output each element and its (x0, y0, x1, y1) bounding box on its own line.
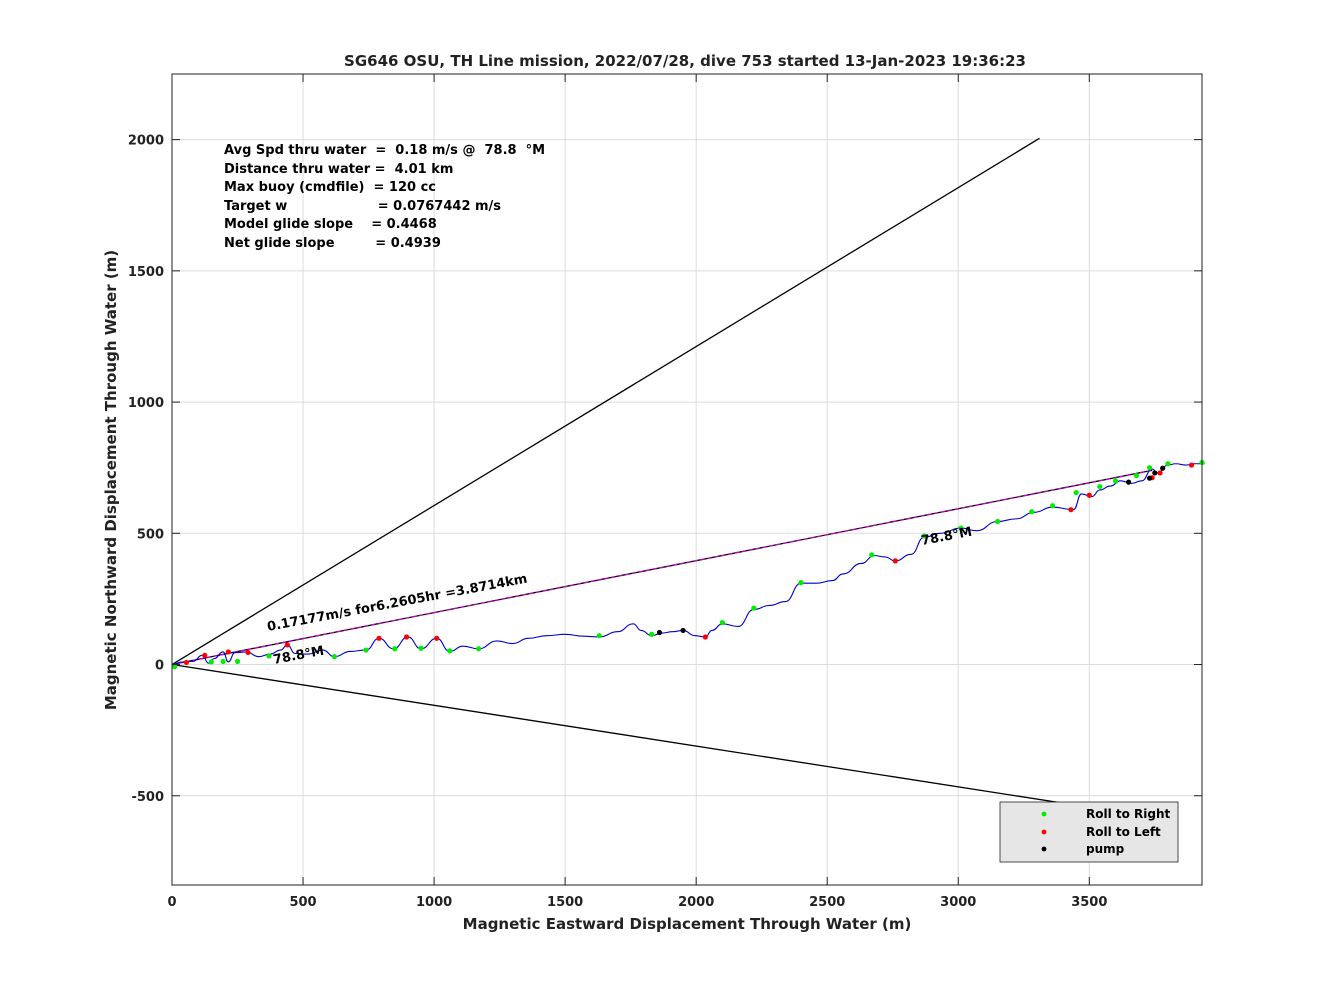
legend-label-pump: pump (1086, 842, 1125, 856)
trajectory-series (171, 463, 1205, 666)
y-tick-label: -500 (131, 790, 164, 805)
y-tick-label: 2000 (128, 134, 164, 149)
stat-target-w: Target w = 0.0767442 m/s (224, 199, 501, 214)
roll-to-right-marker (1073, 490, 1079, 496)
roll-to-right-marker (719, 619, 725, 626)
roll-to-left-marker (245, 649, 251, 656)
roll-to-right-marker (447, 648, 453, 654)
pump-marker (1126, 479, 1132, 485)
roll-to-right-marker (234, 658, 241, 664)
legend-label-roll-right: Roll to Right (1086, 807, 1171, 821)
pump-marker (1146, 475, 1153, 481)
roll-to-left-marker (1068, 507, 1074, 513)
glider-track-line (171, 463, 1205, 666)
roll-to-left-marker (892, 558, 898, 564)
lower-bound-line (171, 663, 1176, 822)
roll-to-right-marker (958, 525, 964, 531)
roll-to-right-marker (363, 647, 369, 653)
stat-net-glide: Net glide slope = 0.4939 (224, 236, 441, 251)
x-tick-label: 1000 (416, 895, 452, 910)
x-tick-label: 1500 (547, 895, 583, 910)
roll-to-right-marker (994, 518, 1001, 525)
x-tick-label: 2500 (809, 895, 845, 910)
roll-to-right-marker (1050, 503, 1056, 509)
roll-to-left-marker (403, 634, 410, 640)
roll-to-right-marker (418, 645, 424, 651)
stat-model-glide: Model glide slope = 0.4468 (224, 217, 437, 232)
reference-lines (171, 137, 1176, 822)
chart-title: SG646 OSU, TH Line mission, 2022/07/28, … (344, 52, 1026, 70)
roll-to-right-marker (921, 533, 927, 539)
legend-marker-roll-left (1041, 829, 1047, 835)
y-tick-label: 1000 (128, 396, 164, 411)
roll-to-left-marker (702, 634, 708, 640)
pump-marker (1152, 470, 1158, 476)
x-tick-label: 3000 (940, 895, 976, 910)
legend: Roll to Right Roll to Left pump (999, 801, 1179, 863)
legend-label-roll-left: Roll to Left (1086, 825, 1161, 839)
roll-to-right-marker (1097, 483, 1103, 490)
roll-to-left-marker (284, 642, 290, 648)
event-markers (172, 459, 1205, 670)
stat-avg-speed: Avg Spd thru water = 0.18 m/s @ 78.8 °M (224, 143, 545, 158)
roll-to-right-marker (596, 633, 602, 639)
roll-to-right-marker (1165, 461, 1171, 467)
roll-to-left-marker (376, 635, 382, 641)
roll-to-right-marker (476, 646, 482, 652)
roll-to-left-marker (202, 652, 208, 658)
plot-frame (171, 73, 1203, 886)
stats-block: Avg Spd thru water = 0.18 m/s @ 78.8 °M … (224, 143, 545, 251)
stat-max-buoy: Max buoy (cmdfile) = 120 cc (224, 180, 436, 195)
roll-to-right-marker (208, 659, 214, 665)
y-tick-label: 1500 (128, 265, 164, 280)
roll-to-right-marker (331, 654, 338, 660)
roll-to-right-marker (798, 580, 804, 586)
roll-to-right-marker (869, 552, 875, 558)
roll-to-left-marker (225, 649, 231, 655)
axis-ticks: 0 500 1000 1500 2000 2500 3000 3500 -500 0 500 1000… (128, 74, 1202, 910)
pump-marker (680, 627, 686, 634)
legend-box (999, 801, 1179, 863)
roll-to-right-marker (649, 631, 655, 637)
heading-label-mid: 78.8°M (920, 525, 973, 549)
roll-to-right-marker (1133, 472, 1140, 479)
upper-bound-line (171, 137, 1040, 666)
roll-to-left-marker (1157, 470, 1163, 476)
roll-to-right-marker (1112, 478, 1119, 484)
roll-to-right-marker (172, 664, 178, 670)
net-displacement-label: 0.17177m/s for6.2605hr =3.8714km (266, 572, 529, 635)
roll-to-left-marker (1188, 462, 1195, 468)
stat-distance: Distance thru water = 4.01 km (224, 162, 453, 177)
x-axis-label: Magnetic Eastward Displacement Through W… (463, 915, 912, 933)
roll-to-right-marker (751, 605, 757, 611)
legend-marker-roll-right (1041, 811, 1047, 817)
net-displacement-line (171, 469, 1153, 666)
grid-lines (171, 74, 1202, 885)
y-tick-label: 500 (137, 527, 164, 542)
y-tick-label: 0 (155, 659, 164, 674)
x-tick-label: 500 (289, 895, 316, 910)
x-tick-label: 3500 (1071, 895, 1107, 910)
roll-to-left-marker (183, 659, 190, 666)
x-tick-label: 2000 (678, 895, 714, 910)
roll-to-right-marker (392, 646, 398, 652)
x-tick-label: 0 (167, 895, 176, 910)
pump-marker (656, 629, 663, 636)
pump-marker (1160, 465, 1166, 471)
roll-to-right-marker (1146, 465, 1153, 471)
roll-to-right-marker (266, 653, 272, 659)
roll-to-left-marker (1086, 492, 1092, 498)
roll-to-left-marker (434, 635, 440, 641)
roll-to-right-marker (220, 658, 226, 664)
y-axis-label: Magnetic Northward Displacement Through … (102, 250, 120, 710)
roll-to-right-marker (1029, 509, 1035, 515)
legend-marker-pump (1041, 846, 1047, 852)
